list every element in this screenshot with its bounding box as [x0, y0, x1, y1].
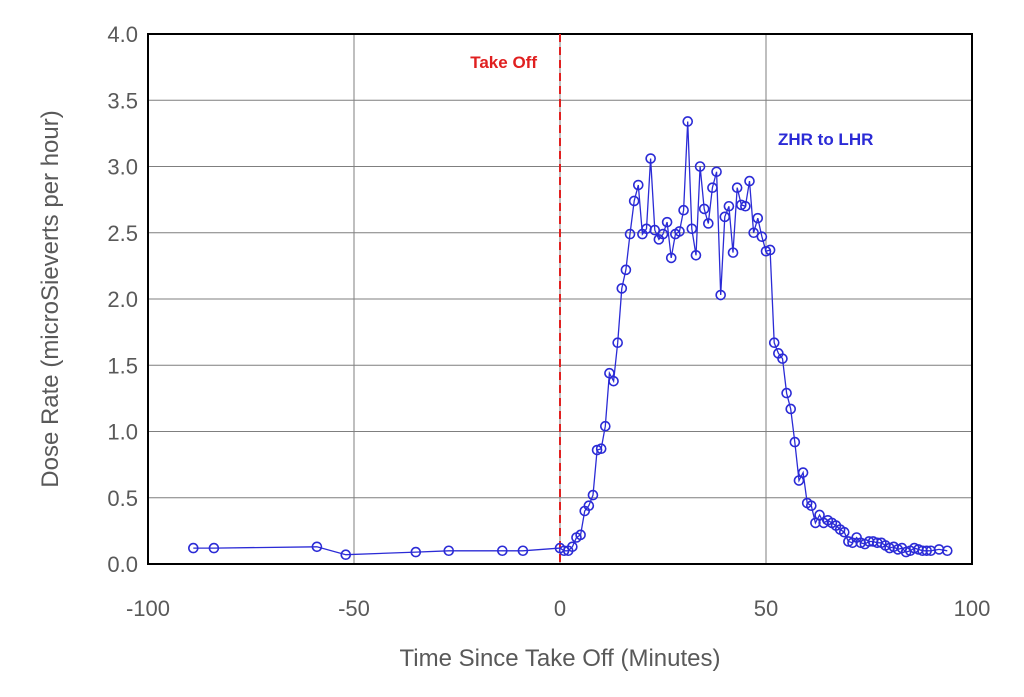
data-point [785, 403, 797, 415]
data-point [558, 545, 570, 557]
data-point [410, 546, 422, 558]
data-point [661, 216, 673, 228]
y-tick-label: 2.5 [107, 221, 138, 246]
y-axis-title: Dose Rate (microSieverts per hour) [37, 110, 64, 487]
data-point [777, 353, 788, 364]
data-point [208, 542, 220, 554]
data-point [690, 249, 702, 261]
data-point [604, 367, 615, 379]
data-point [649, 224, 661, 236]
data-point [665, 252, 677, 264]
x-tick-label: -50 [338, 596, 370, 621]
y-tick-label: 1.5 [107, 353, 138, 378]
data-point [678, 204, 689, 216]
data-point [608, 375, 619, 387]
data-point [797, 467, 809, 478]
x-tick-label: 100 [954, 596, 991, 621]
series-points [188, 116, 953, 561]
y-tick-label: 3.5 [107, 88, 138, 113]
data-point [723, 200, 735, 212]
data-point [645, 153, 656, 164]
takeoff-label: Take Off [470, 53, 537, 72]
data-point [715, 289, 726, 301]
data-point [311, 541, 323, 553]
series-label-zhr-lhr: ZHR to LHR [778, 130, 873, 149]
y-tick-labels: 0.0 0.5 1.0 1.5 2.0 2.5 3.0 3.5 4.0 [107, 22, 138, 577]
data-point [674, 226, 685, 237]
data-point [941, 545, 953, 557]
data-point [628, 195, 640, 207]
data-point [703, 218, 714, 229]
data-point [612, 337, 623, 349]
x-axis-title: Time Since Take Off (Minutes) [400, 645, 721, 672]
data-point [188, 542, 199, 554]
data-point [731, 182, 743, 193]
y-tick-label: 0.0 [107, 552, 138, 577]
data-point [632, 179, 644, 191]
data-point [600, 420, 611, 432]
data-point [719, 211, 731, 223]
data-point [793, 475, 805, 486]
data-point [443, 545, 455, 557]
x-tick-labels: -100 -50 0 50 100 [126, 596, 990, 621]
data-point [768, 337, 780, 349]
data-point [921, 545, 932, 557]
data-point [567, 541, 578, 553]
data-point [517, 545, 529, 557]
data-point [698, 203, 710, 215]
data-point [740, 200, 751, 212]
x-tick-label: 0 [554, 596, 566, 621]
data-point [806, 500, 817, 512]
data-point [756, 231, 768, 243]
x-tick-label: -100 [126, 596, 170, 621]
data-point [616, 283, 628, 294]
data-point [624, 228, 636, 240]
data-point [620, 264, 632, 276]
data-point [657, 228, 669, 240]
y-tick-label: 1.0 [107, 420, 138, 445]
data-point [694, 161, 706, 172]
data-point [748, 227, 759, 239]
data-point [752, 212, 764, 224]
data-point [583, 500, 595, 512]
data-point [497, 545, 508, 557]
data-point [682, 116, 694, 127]
data-point [764, 244, 776, 256]
data-point [595, 443, 607, 455]
data-point [340, 549, 352, 561]
data-point [789, 436, 801, 448]
y-tick-label: 3.0 [107, 155, 138, 180]
data-point [814, 509, 825, 521]
data-point [727, 247, 739, 258]
data-point [744, 175, 755, 187]
series-line [193, 121, 948, 556]
data-point [781, 387, 792, 399]
data-point [707, 182, 718, 193]
data-point [711, 166, 722, 178]
y-tick-label: 0.5 [107, 486, 138, 511]
data-point [587, 489, 599, 501]
data-point [575, 529, 586, 541]
data-point [686, 223, 698, 235]
data-point [838, 526, 850, 538]
x-tick-label: 50 [754, 596, 778, 621]
y-tick-label: 2.0 [107, 287, 138, 312]
y-tick-label: 4.0 [107, 22, 138, 47]
